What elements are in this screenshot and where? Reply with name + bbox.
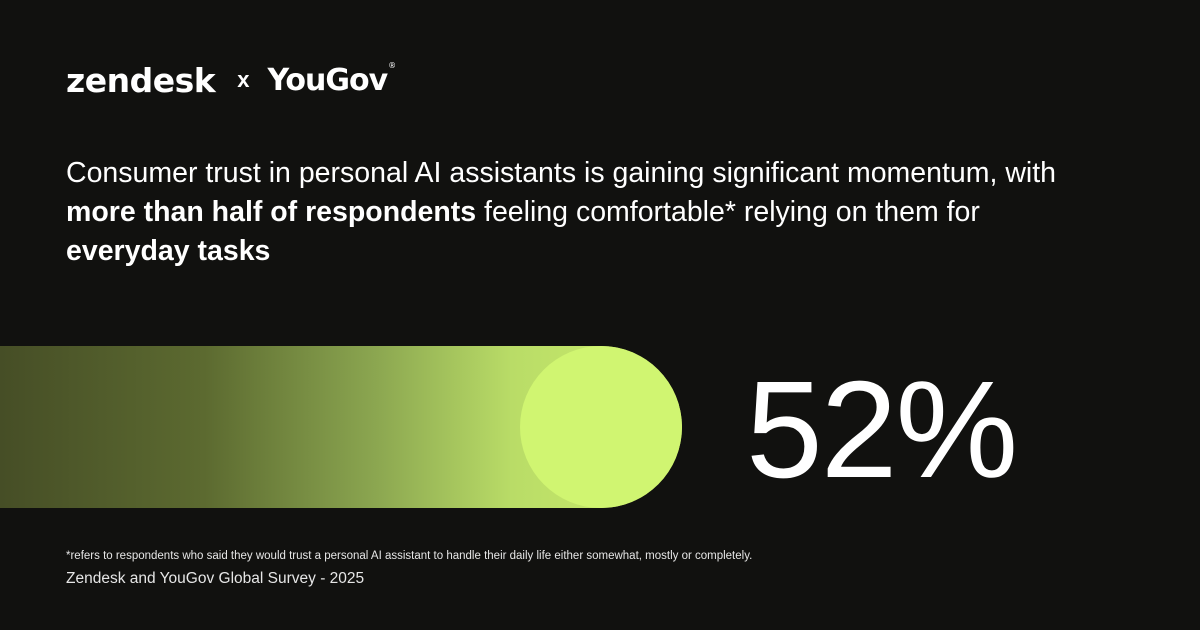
yougov-logo: YouGov ® (267, 60, 396, 98)
registered-mark: ® (388, 60, 396, 70)
headline-bold-1: more than half of respondents (66, 196, 477, 228)
footnote: *refers to respondents who said they wou… (66, 550, 753, 562)
logo-lockup: zendesk x YouGov ® (66, 58, 396, 102)
headline-part-2: feeling comfortable* relying on them for (476, 196, 980, 228)
logo-separator: x (237, 67, 250, 92)
progress-bar-knob (520, 346, 682, 508)
headline-bold-2: everyday tasks (66, 235, 271, 267)
source-line: Zendesk and YouGov Global Survey - 2025 (66, 570, 365, 587)
headline-part-1: Consumer trust in personal AI assistants… (66, 157, 1057, 189)
headline: Consumer trust in personal AI assistants… (66, 154, 1066, 271)
zendesk-logo: zendesk (66, 60, 216, 100)
yougov-logo-text: YouGov (267, 62, 388, 98)
stat-value: 52% (746, 353, 1018, 507)
